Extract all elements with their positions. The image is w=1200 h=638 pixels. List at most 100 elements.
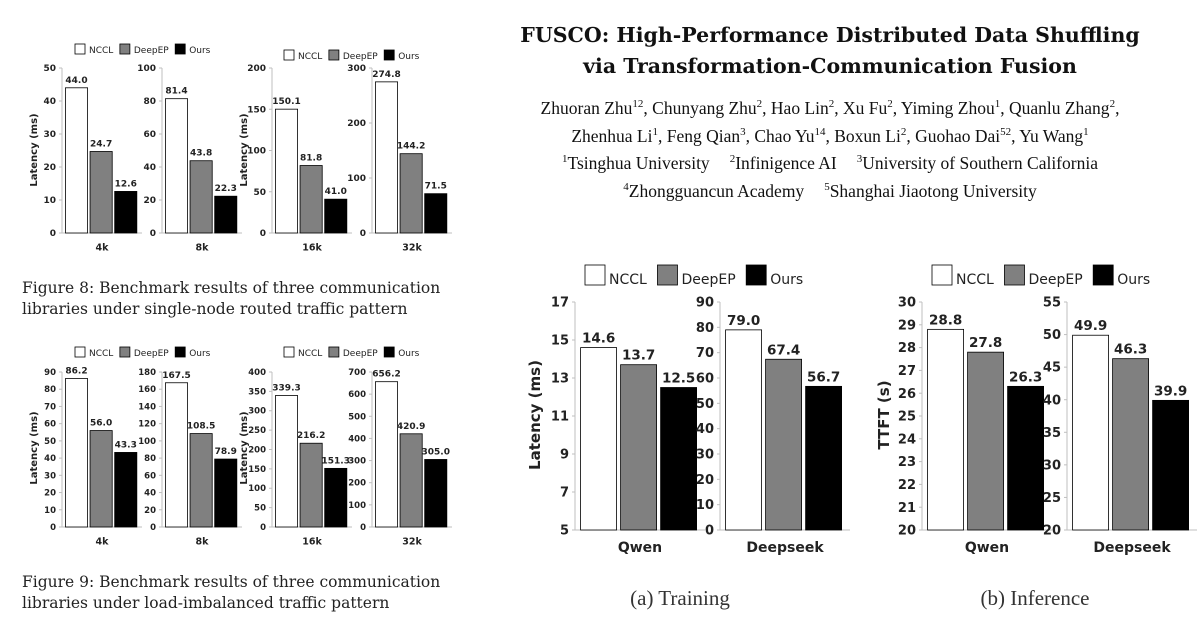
- inference-legend-swatch-ours: [1092, 264, 1114, 286]
- fig8-left-legend-label-ours: Ours: [189, 46, 210, 56]
- inference-panel-qwen-y-tick-label: 28: [898, 341, 916, 356]
- fig8-panel-16k-bar-deepep: [299, 165, 323, 234]
- training-panel-qwen-bar-nccl: [580, 347, 617, 531]
- fig9-panel-16k-data-label: 216.2: [297, 431, 325, 441]
- fig8-panel-8k-y-tick-label: 0: [150, 229, 156, 239]
- author-name: Feng Qian3: [666, 125, 746, 146]
- fig8-panel-8k-data-label: 81.4: [165, 87, 187, 97]
- fig8-panel-8k-bar-ours: [214, 195, 238, 234]
- fig8-right-legend-swatch-ours: [383, 49, 395, 61]
- fig8-panel-4k-y-tick-label: 40: [43, 97, 56, 107]
- inference-panel-qwen-y-tick-label: 26: [898, 387, 916, 402]
- fig9-panel-8k-y-tick-label: 20: [144, 506, 156, 516]
- training-panel-deepseek-y-tick-label: 30: [696, 448, 714, 463]
- fig8-panel-4k-y-tick-label: 10: [43, 196, 56, 206]
- fig8-panel-8k-y-tick-label: 80: [143, 97, 156, 107]
- fig9-panel-8k-y-tick-label: 120: [138, 420, 156, 430]
- subcaption-training: (a) Training: [630, 586, 730, 610]
- training-panel-qwen-y-tick-label: 13: [551, 372, 569, 387]
- inference-panel-qwen-bar-nccl: [927, 328, 964, 531]
- affiliation-line2: 4Zhongguancun Academy 5Shanghai Jiaotong …: [492, 175, 1168, 203]
- fig9-panel-16k-y-tick-label: 300: [248, 407, 266, 417]
- inference-panel-deepseek-bar-ours: [1152, 399, 1189, 531]
- fig8-panel-16k-category-label: 16k: [302, 243, 322, 254]
- fig9-panel-8k-data-label: 108.5: [187, 422, 215, 432]
- fig9-panel-4k-bar-deepep: [89, 430, 113, 528]
- fig8-right-legend-swatch-deepep: [328, 49, 340, 61]
- inference-panel-deepseek-y-tick-label: 40: [1043, 393, 1061, 408]
- fig8-panel-8k-y-tick-label: 20: [143, 196, 156, 206]
- figure8-caption: Figure 8: Benchmark results of three com…: [22, 279, 441, 318]
- author-affiliation-mark: 52: [1000, 125, 1012, 138]
- fig9-panel-16k-bar-ours: [324, 467, 348, 528]
- training-y-axis-label: Latency (ms): [526, 360, 544, 470]
- training-panel-qwen-bar-deepep: [620, 364, 657, 531]
- fig8-panel-16k-y-tick-label: 100: [247, 147, 266, 157]
- author-affiliation-mark: 2: [1109, 98, 1116, 110]
- training-panel-qwen-y-tick-label: 7: [560, 486, 569, 501]
- fig9-panel-32k-data-label: 656.2: [372, 370, 400, 380]
- fig8-panel-16k-y-tick-label: 150: [247, 105, 266, 115]
- training-panel-deepseek-y-tick-label: 90: [696, 296, 714, 311]
- training-panel-qwen-y-tick-label: 5: [560, 524, 569, 539]
- training-panel-qwen-data-label: 14.6: [582, 331, 615, 347]
- fig8-panel-4k-data-label: 44.0: [65, 76, 87, 86]
- fig9-panel-32k-y-tick-label: 600: [348, 390, 366, 400]
- fig9-panel-32k-bar-deepep: [399, 433, 423, 528]
- fig8-panel-32k-y-tick-label: 0: [360, 229, 366, 239]
- training-panel-qwen-bar-ours: [660, 387, 697, 531]
- author-name: Yu Wang1: [1019, 125, 1089, 146]
- fig9-panel-32k-bar-ours: [424, 459, 448, 528]
- inference-panel-deepseek-y-tick-label: 30: [1043, 458, 1061, 473]
- author-affiliation-mark: 14: [814, 125, 826, 138]
- fig9-y-axis-label-left: Latency (ms): [29, 411, 40, 484]
- author-list-line1: Zhuoran Zhu12, Chunyang Zhu2, Hao Lin2, …: [540, 97, 1120, 118]
- fig9-left-legend-swatch-nccl: [74, 346, 86, 358]
- training-panel-qwen-data-label: 12.5: [662, 371, 695, 387]
- fig9-panel-4k-y-tick-label: 80: [44, 385, 56, 395]
- affiliation-number: 3: [856, 153, 863, 166]
- author-affiliation-mark: 1: [1083, 125, 1089, 138]
- author-name: Guohao Dai52: [915, 125, 1012, 146]
- training-panel-deepseek-data-label: 56.7: [807, 369, 840, 385]
- fig9-panel-16k-y-tick-label: 50: [254, 504, 266, 514]
- fig9-right-legend-label-nccl: NCCL: [298, 349, 322, 359]
- fig9-panel-16k-y-tick-label: 250: [248, 426, 266, 436]
- inference-legend-swatch-deepep: [1004, 264, 1025, 286]
- fig8-panel-16k-data-label: 41.0: [325, 187, 347, 197]
- affiliation-number: 5: [824, 181, 830, 194]
- fig9-panel-32k-y-tick-label: 700: [348, 368, 366, 378]
- fig8-panel-32k-category-label: 32k: [402, 243, 422, 254]
- fig9-right-legend-label-ours: Ours: [398, 349, 419, 359]
- author-name: Chao Yu14: [754, 125, 826, 146]
- inference-legend-label-deepep: DeepEP: [1028, 272, 1082, 288]
- fig8-panel-16k-y-tick-label: 0: [260, 229, 266, 239]
- fig8-panel-8k-y-tick-label: 100: [137, 64, 156, 74]
- inference-panel-deepseek-data-label: 49.9: [1074, 318, 1107, 334]
- training-panel-deepseek-bar-nccl: [725, 329, 762, 531]
- inference-panel-qwen-y-tick-label: 22: [898, 478, 916, 493]
- fig8-panel-4k-y-tick-label: 0: [50, 229, 56, 239]
- training-panel-deepseek-y-tick-label: 20: [696, 473, 714, 488]
- fig9-panel-8k-y-tick-label: 60: [144, 471, 156, 481]
- fig9-panel-16k-data-label: 339.3: [272, 384, 300, 394]
- fig8-y-axis-label-right: Latency (ms): [239, 113, 250, 186]
- fig9-panel-16k-bar-nccl: [275, 395, 299, 528]
- author-affiliation-mark: 2: [900, 125, 907, 138]
- fig8-panel-4k-data-label: 12.6: [115, 179, 137, 189]
- affiliation: 2Infinigence AI: [729, 153, 837, 174]
- fig8-panel-4k-category-label: 4k: [96, 243, 110, 254]
- inference-panel-qwen-y-tick-label: 27: [898, 364, 916, 379]
- inference-panel-qwen-category-label: Qwen: [965, 540, 1009, 556]
- fig9-panel-16k-y-tick-label: 150: [248, 465, 266, 475]
- author-name: Yiming Zhou1: [900, 97, 1001, 118]
- training-panel-qwen-data-label: 13.7: [622, 348, 655, 364]
- fig8-panel-32k-bar-ours: [424, 193, 448, 234]
- inference-legend-label-ours: Ours: [1117, 272, 1150, 288]
- fig9-panel-16k-y-tick-label: 100: [248, 484, 266, 494]
- fig9-panel-32k-bar-nccl: [375, 381, 399, 528]
- fig9-panel-4k-bar-nccl: [65, 378, 88, 528]
- fig9-left-legend-swatch-deepep: [119, 346, 131, 358]
